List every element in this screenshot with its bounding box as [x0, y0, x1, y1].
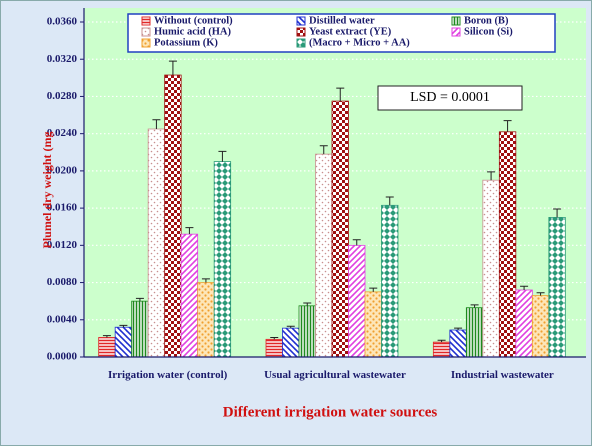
bar	[315, 153, 333, 358]
bar	[98, 337, 116, 358]
error-bar	[152, 119, 161, 130]
legend-box	[127, 13, 556, 53]
y-tick-label: 0.0160	[47, 202, 78, 214]
bar	[180, 233, 199, 358]
legend-label: Potassium (K)	[154, 37, 218, 48]
bar	[364, 291, 382, 358]
bar	[449, 329, 467, 358]
bar	[432, 341, 451, 358]
error-bar	[102, 335, 111, 338]
error-bar	[270, 336, 279, 340]
error-bar	[135, 297, 144, 302]
y-tick-label: 0.0080	[47, 276, 78, 288]
error-bar	[503, 120, 512, 132]
legend-label: Yeast extract (YE)	[309, 26, 392, 37]
bar	[465, 307, 484, 358]
legend-swatch	[451, 27, 461, 37]
annotation: LSD = 0.0001	[410, 90, 490, 105]
bar	[348, 244, 366, 358]
error-bar	[286, 325, 295, 329]
legend-label: Without (control)	[154, 15, 233, 26]
legend-label: Boron (B)	[464, 15, 509, 26]
error-bar	[319, 145, 328, 155]
legend-swatch	[451, 16, 461, 26]
x-axis-label: Different irrigation water sources	[223, 404, 438, 420]
x-tick-label: Usual agricultural wastewater	[264, 369, 406, 381]
error-bar	[470, 304, 479, 308]
legend-swatch	[141, 16, 151, 26]
legend-swatch	[296, 16, 306, 26]
bar	[265, 338, 283, 358]
error-bar	[201, 278, 210, 283]
error-bar	[352, 239, 361, 246]
bar	[147, 128, 166, 358]
bar	[164, 74, 182, 358]
error-bar	[168, 60, 177, 76]
annotation-box	[377, 85, 523, 111]
x-tick-label: Industrial wastewater	[450, 369, 554, 381]
legend-swatch	[141, 27, 151, 37]
error-bar	[369, 287, 378, 292]
error-bar	[536, 292, 545, 296]
y-tick-label: 0.0280	[47, 90, 78, 102]
error-bar	[218, 150, 227, 162]
bar	[482, 179, 500, 358]
bar	[282, 327, 300, 358]
error-bar	[385, 196, 394, 206]
y-axis-label: Plumel dry weight (mg	[40, 132, 54, 249]
bar	[498, 131, 517, 358]
bar	[213, 161, 232, 358]
bar	[114, 326, 133, 358]
y-tick-label: 0.0360	[47, 16, 78, 28]
x-tick-label: Irrigation water (control)	[107, 369, 228, 381]
y-tick-label: 0.0120	[47, 239, 78, 251]
error-bar	[454, 327, 463, 331]
legend-label: Distilled water	[309, 15, 375, 26]
y-tick-label: 0.0200	[47, 164, 78, 176]
error-bar	[520, 285, 529, 290]
legend-label: Silicon (Si)	[464, 26, 513, 37]
error-bar	[119, 324, 128, 328]
legend-swatch	[141, 38, 151, 48]
legend-label: (Macro + Micro + AA)	[309, 37, 410, 48]
legend-swatch	[296, 38, 306, 48]
legend-label: Humic acid (HA)	[154, 26, 231, 37]
error-bar	[185, 227, 194, 235]
error-bar	[553, 208, 562, 218]
bar	[381, 204, 399, 358]
y-tick-label: 0.0040	[47, 313, 78, 325]
y-tick-label: 0.0000	[47, 351, 78, 363]
y-tick-label: 0.0240	[47, 127, 78, 139]
legend-swatch	[296, 27, 306, 37]
bar	[331, 100, 349, 358]
bar	[197, 282, 215, 358]
error-bar	[437, 339, 446, 343]
error-bar	[303, 302, 312, 306]
bar	[515, 289, 533, 358]
bar	[131, 300, 149, 358]
bar	[548, 217, 566, 358]
bar	[531, 295, 550, 358]
error-bar	[336, 87, 345, 102]
bar	[298, 305, 316, 358]
y-tick-label: 0.0320	[47, 53, 78, 65]
error-bar	[487, 171, 496, 181]
